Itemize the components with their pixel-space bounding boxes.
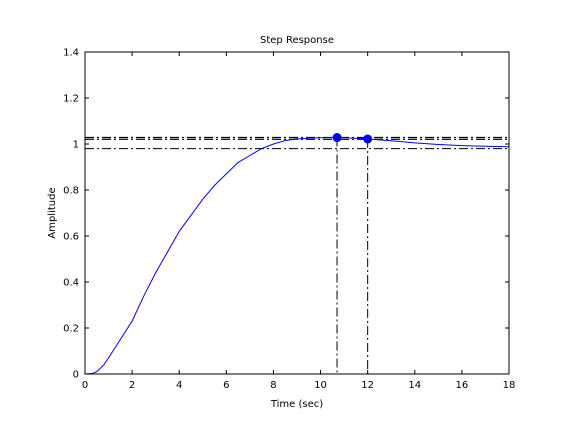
y-tick-label: 0.2	[63, 324, 79, 335]
chart-title: Step Response	[260, 35, 334, 46]
y-tick-label: 0.6	[63, 232, 79, 243]
x-tick-label: 10	[314, 380, 327, 391]
x-tick-label: 16	[456, 380, 469, 391]
data-marker	[363, 134, 373, 144]
x-axis-label: Time (sec)	[270, 399, 323, 410]
ticks-layer: 0 2 4 6 8 10 12 14 16 18 0 0.2 0.4 0.6 0.8 1 1.2 1.4	[63, 48, 515, 392]
y-tick-label: 0.8	[63, 186, 79, 197]
x-tick-label: 4	[176, 380, 182, 391]
reference-lines	[85, 136, 509, 374]
y-axis-label: Amplitude	[47, 187, 58, 238]
x-tick-label: 12	[361, 380, 374, 391]
x-tick-label: 2	[129, 380, 135, 391]
y-tick-label: 0	[73, 370, 79, 381]
step-response-line	[84, 137, 510, 375]
x-tick-label: 18	[503, 380, 516, 391]
plot-frame	[84, 51, 510, 375]
x-tick-label: 14	[408, 380, 421, 391]
y-tick-label: 1.4	[63, 48, 79, 59]
x-tick-label: 8	[270, 380, 276, 391]
marker-layer	[332, 133, 373, 144]
y-tick-label: 0.4	[63, 278, 79, 289]
x-tick-label: 0	[82, 380, 88, 391]
plot-area	[85, 52, 509, 374]
x-tick-label: 6	[223, 380, 229, 391]
data-marker	[332, 133, 342, 143]
y-tick-label: 1.2	[63, 94, 79, 105]
series-layer	[84, 137, 510, 375]
y-tick-label: 1	[73, 140, 79, 151]
